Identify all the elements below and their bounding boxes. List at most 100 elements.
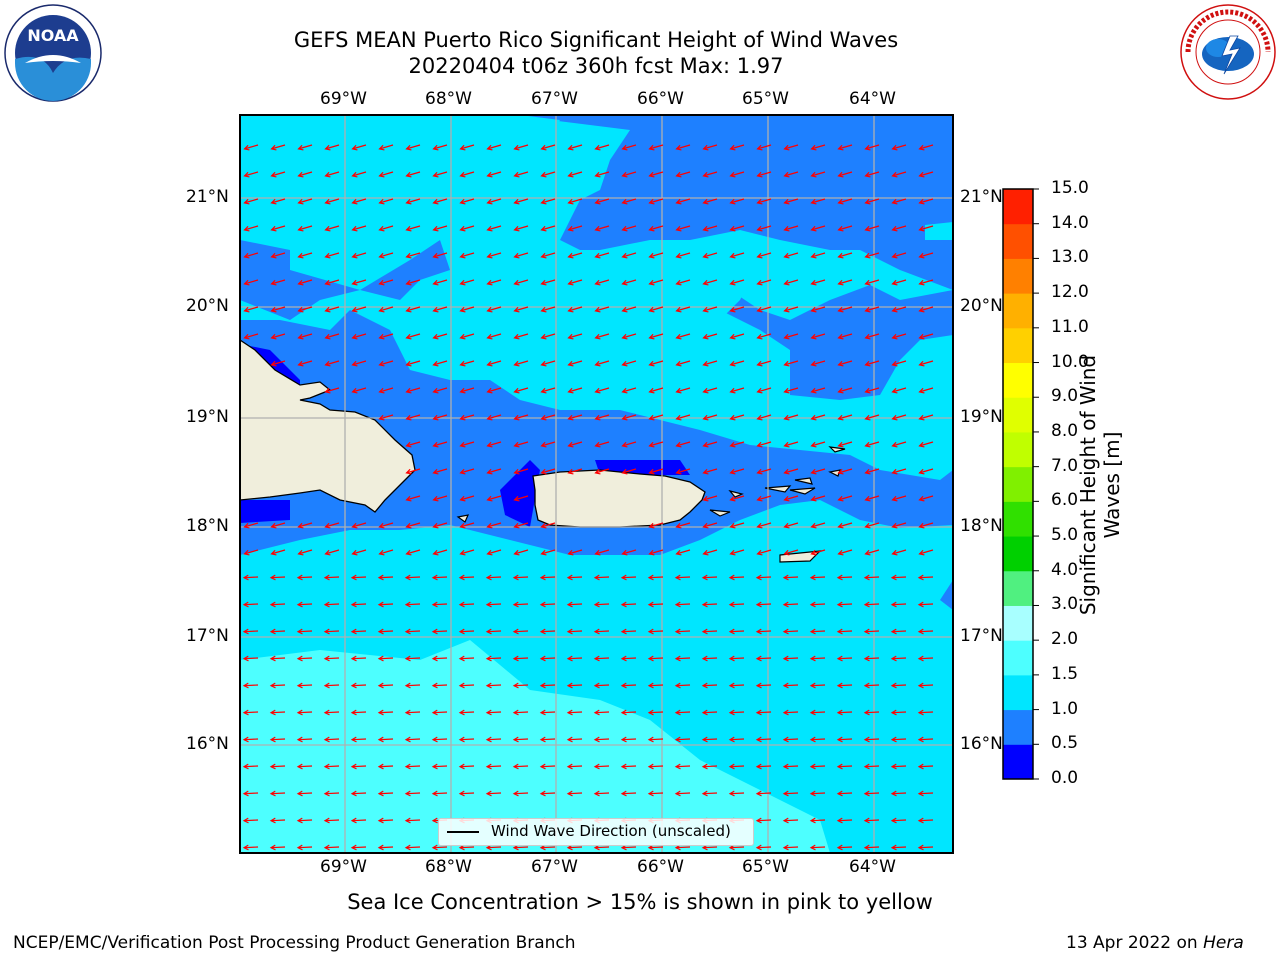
wave-direction-arrowhead (621, 171, 628, 178)
wave-direction-arrowhead (783, 144, 790, 151)
wave-direction-arrow (675, 603, 691, 606)
wave-direction-arrowhead (647, 709, 654, 716)
wave-direction-arrowhead (810, 225, 817, 232)
wave-direction-arrowhead (756, 441, 763, 448)
wave-direction-arrowhead (539, 682, 546, 689)
wave-direction-arrowhead (350, 655, 357, 662)
wave-direction-arrowhead (594, 306, 601, 313)
wave-direction-arrowhead (783, 279, 790, 286)
wave-direction-arrowhead (485, 736, 492, 743)
wave-direction-arrow (541, 225, 556, 231)
wave-direction-arrow (324, 684, 340, 687)
wave-direction-arrow (784, 333, 799, 339)
wave-direction-arrowhead (890, 817, 897, 824)
wave-direction-arrow (567, 738, 583, 741)
wave-direction-arrowhead (324, 360, 331, 367)
legend-label: Wind Wave Direction (unscaled) (491, 822, 731, 840)
wave-direction-arrowhead (432, 225, 439, 232)
wave-direction-arrow (703, 252, 718, 258)
wave-direction-arrow (703, 360, 718, 366)
wave-direction-arrow (865, 414, 880, 420)
wave-direction-arrow (243, 630, 259, 633)
wave-direction-arrow (324, 576, 340, 579)
wave-direction-arrow (487, 387, 502, 393)
colorbar-segment (1003, 293, 1033, 329)
wave-direction-arrowhead (404, 682, 411, 689)
wave-direction-arrow (892, 387, 907, 393)
wave-direction-arrow (460, 441, 475, 447)
wave-direction-arrowhead (891, 171, 898, 178)
wave-direction-arrowhead (431, 709, 438, 716)
wave-direction-arrowhead (512, 763, 519, 770)
wave-direction-arrowhead (242, 817, 249, 824)
wave-direction-arrow (729, 765, 745, 768)
wave-direction-arrow (379, 252, 394, 258)
wave-direction-arrow (352, 252, 367, 258)
wave-direction-arrowhead (917, 574, 924, 581)
wave-direction-arrow (703, 468, 718, 474)
wave-direction-arrow (811, 198, 826, 204)
wave-direction-arrow (541, 387, 556, 393)
wave-direction-arrowhead (323, 628, 330, 635)
wave-direction-arrowhead (918, 495, 925, 502)
wave-direction-arrowhead (405, 198, 412, 205)
wave-direction-arrow (783, 765, 799, 768)
wave-direction-arrow (729, 630, 745, 633)
wave-direction-arrow (432, 657, 448, 660)
wave-direction-arrow (865, 468, 880, 474)
wave-direction-arrow (514, 198, 529, 204)
wave-direction-arrowhead (593, 790, 600, 797)
wave-direction-arrowhead (675, 414, 682, 421)
wave-direction-arrowhead (594, 441, 601, 448)
wave-direction-arrowhead (756, 468, 763, 475)
wave-direction-arrow (864, 657, 880, 660)
wave-direction-arrow (514, 549, 529, 555)
wave-direction-arrowhead (756, 198, 763, 205)
wave-direction-arrowhead (431, 817, 438, 824)
wave-direction-arrowhead (620, 601, 627, 608)
wave-direction-arrow (891, 819, 907, 822)
wave-direction-arrowhead (243, 252, 250, 259)
wave-direction-arrow (837, 630, 853, 633)
wave-direction-arrow (730, 495, 745, 501)
wave-direction-arrowhead (809, 574, 816, 581)
wave-direction-arrow (594, 657, 610, 660)
wave-direction-arrow (649, 441, 664, 447)
wave-direction-arrowhead (729, 387, 736, 394)
wave-direction-arrowhead (863, 628, 870, 635)
wave-direction-arrow (514, 468, 529, 474)
wave-direction-arrowhead (674, 601, 681, 608)
wave-field-blue (240, 115, 953, 320)
wave-direction-arrowhead (809, 763, 816, 770)
wave-direction-arrowhead (836, 709, 843, 716)
wave-direction-arrow (784, 387, 799, 393)
wave-direction-arrowhead (566, 601, 573, 608)
colorbar-tick-label: 4.0 (1051, 559, 1079, 580)
wave-direction-arrowhead (270, 279, 277, 286)
wave-direction-arrowhead (540, 198, 547, 205)
wave-direction-arrow (433, 279, 448, 285)
wave-direction-arrow (729, 576, 745, 579)
wave-direction-arrowhead (567, 171, 574, 178)
wave-direction-arrowhead (296, 709, 303, 716)
wave-direction-arrow (432, 711, 448, 714)
wave-direction-arrowhead (702, 252, 709, 259)
wave-direction-arrow (567, 846, 583, 849)
wave-direction-arrow (730, 225, 745, 231)
wave-direction-arrow (298, 279, 313, 285)
wave-direction-arrowhead (567, 414, 574, 421)
wave-direction-arrow (838, 198, 853, 204)
lon-label-bottom-69w: 69°W (320, 857, 367, 877)
wave-direction-arrow (514, 495, 529, 501)
wave-direction-arrow (351, 657, 367, 660)
wave-direction-arrowhead (270, 171, 277, 178)
wave-direction-arrow (460, 171, 475, 177)
wave-direction-arrow (784, 414, 799, 420)
wave-direction-arrowhead (837, 279, 844, 286)
wave-direction-arrowhead (837, 441, 844, 448)
wave-direction-arrow (837, 738, 853, 741)
wave-direction-arrowhead (728, 682, 735, 689)
wave-direction-arrow (379, 144, 394, 150)
wave-direction-arrowhead (567, 468, 574, 475)
wave-direction-arrow (676, 279, 691, 285)
